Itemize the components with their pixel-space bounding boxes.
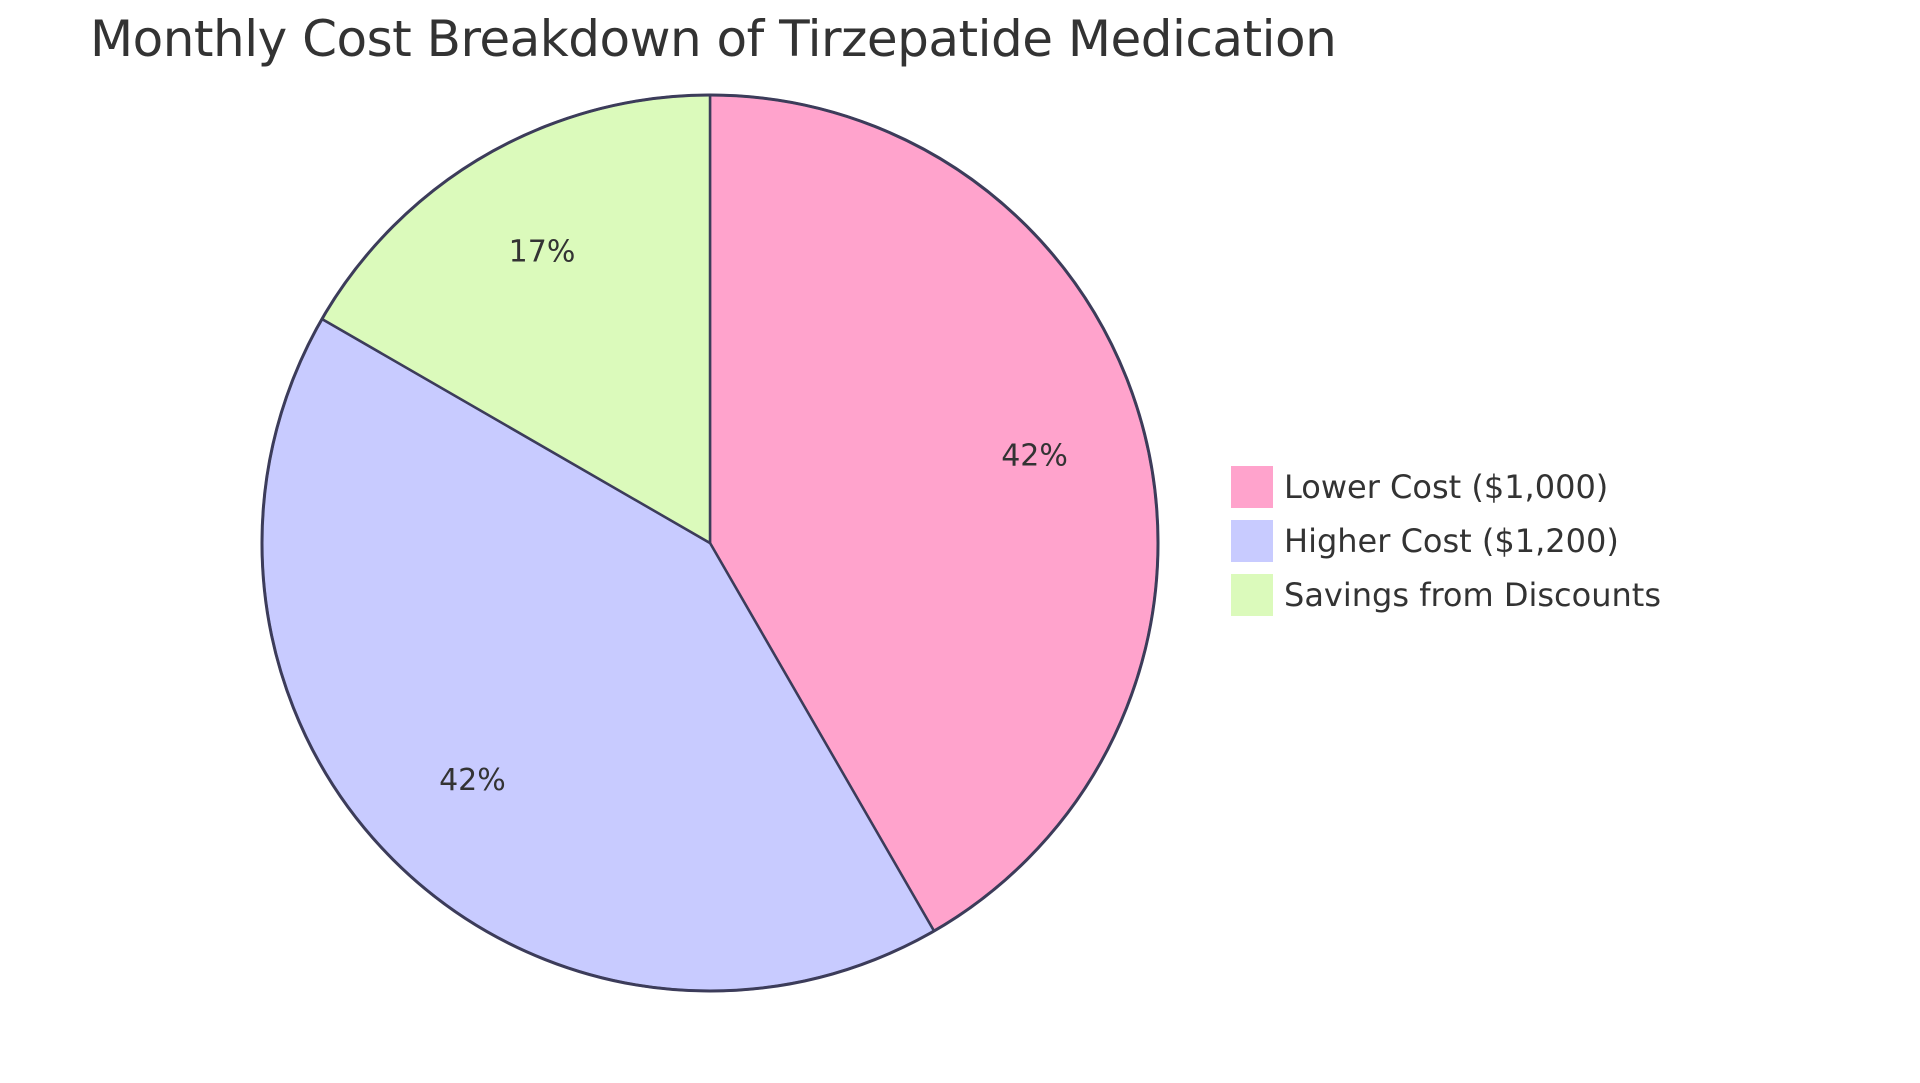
slice-percent-label-2: 42% xyxy=(439,763,506,798)
legend-swatch xyxy=(1230,573,1274,617)
slice-percent-label-3: 17% xyxy=(509,235,576,270)
legend-label: Lower Cost ($1,000) xyxy=(1284,468,1609,506)
legend: Lower Cost ($1,000) Higher Cost ($1,200) S… xyxy=(1230,460,1661,622)
chart-title: Monthly Cost Breakdown of Tirzepatide Me… xyxy=(90,10,1337,68)
legend-swatch xyxy=(1230,465,1274,509)
legend-swatch xyxy=(1230,519,1274,563)
legend-item-2: Higher Cost ($1,200) xyxy=(1230,514,1661,568)
legend-item-1: Lower Cost ($1,000) xyxy=(1230,460,1661,514)
slice-percent-label-1: 42% xyxy=(1001,439,1068,474)
legend-label: Higher Cost ($1,200) xyxy=(1284,522,1619,560)
legend-item-3: Savings from Discounts xyxy=(1230,568,1661,622)
legend-label: Savings from Discounts xyxy=(1284,576,1661,614)
pie-outline xyxy=(260,93,1160,993)
